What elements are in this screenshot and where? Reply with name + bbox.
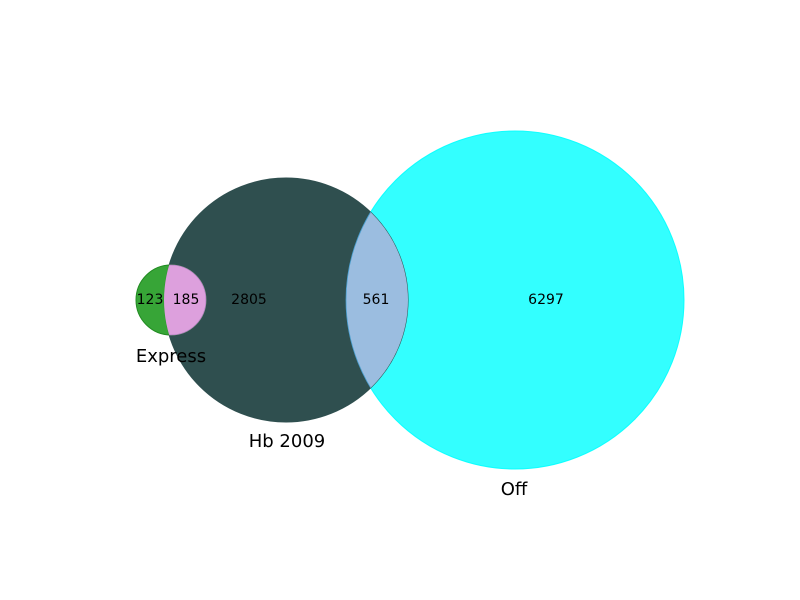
express-label: Express [136,346,206,367]
express-only-count: 123 [137,292,164,308]
off-label: Off [501,479,528,500]
hb-off-intersection [345,178,408,422]
hb-off-count: 561 [363,292,390,308]
hb-only-count: 2805 [231,292,267,308]
express-hb-intersection [164,264,207,336]
off-only-count: 6297 [528,292,564,308]
hb-label: Hb 2009 [249,431,326,452]
express-hb-count: 185 [173,292,200,308]
